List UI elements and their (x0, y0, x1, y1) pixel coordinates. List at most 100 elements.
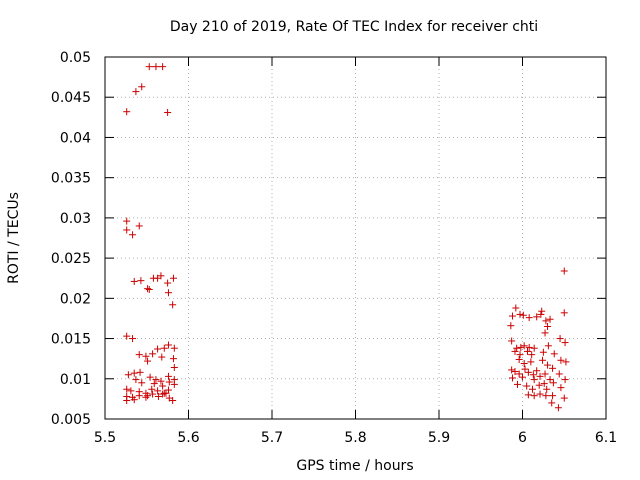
data-point (524, 391, 532, 399)
data-point (130, 396, 138, 404)
data-point (515, 355, 523, 363)
x-tick-label: 5.6 (177, 430, 199, 446)
x-tick-label: 5.7 (261, 430, 283, 446)
data-point (145, 63, 153, 71)
data-point (549, 379, 557, 387)
data-point (124, 371, 132, 379)
data-point (560, 309, 568, 317)
data-point (144, 285, 152, 293)
x-tick-label: 5.8 (344, 430, 366, 446)
data-point (164, 372, 172, 380)
data-point (138, 83, 146, 91)
data-point (135, 351, 143, 359)
data-point (521, 365, 529, 373)
data-point (512, 304, 520, 312)
data-point (560, 394, 568, 402)
x-tick-label: 5.5 (94, 430, 116, 446)
y-tick-label: 0.05 (60, 50, 91, 66)
data-point (154, 392, 162, 400)
data-point (165, 378, 173, 386)
data-point (530, 376, 538, 384)
data-point (149, 350, 157, 358)
y-tick-label: 0.005 (51, 412, 91, 428)
data-point (516, 351, 524, 359)
data-point (142, 352, 150, 360)
data-point (560, 267, 568, 275)
data-point (508, 337, 516, 345)
data-point (524, 368, 532, 376)
data-point (524, 347, 532, 355)
x-axis-label: GPS time / hours (296, 458, 413, 474)
data-point (154, 345, 162, 353)
data-point (148, 385, 156, 393)
data-point (541, 370, 549, 378)
data-point (540, 380, 548, 388)
data-point (132, 88, 140, 96)
data-point (157, 377, 165, 385)
data-point (123, 226, 131, 234)
data-points (123, 63, 570, 412)
data-point (537, 310, 545, 318)
data-point (520, 342, 528, 350)
data-point (516, 310, 524, 318)
y-tick-label: 0.03 (60, 211, 91, 227)
data-point (519, 311, 527, 319)
data-point (123, 108, 131, 116)
data-point (562, 358, 570, 366)
y-axis-label: ROTI / TECUs (6, 192, 22, 284)
data-point (144, 357, 152, 365)
data-point (538, 307, 546, 315)
data-point (513, 344, 521, 352)
x-tick-label: 6.1 (595, 430, 617, 446)
data-point (507, 322, 515, 330)
plot-frame (104, 56, 607, 420)
data-point (517, 343, 525, 351)
data-point (523, 382, 531, 390)
gridlines (105, 57, 606, 419)
data-point (548, 399, 556, 407)
chart-title: Day 210 of 2019, Rate Of TEC Index for r… (170, 19, 538, 35)
data-point (550, 350, 558, 358)
y-tick-labels: 0.005 0.01 0.015 0.02 0.025 0.03 0.035 0.04 0.04… (51, 50, 91, 428)
data-point (158, 353, 166, 361)
data-point (127, 387, 135, 395)
data-point (123, 217, 131, 225)
data-point (130, 277, 138, 285)
data-point (508, 374, 516, 382)
data-point (529, 385, 537, 393)
data-point (169, 396, 177, 404)
data-point (164, 109, 172, 117)
data-point (160, 344, 168, 352)
data-point (539, 356, 547, 364)
data-point (170, 380, 178, 388)
data-point (123, 396, 131, 404)
data-point (135, 222, 143, 230)
data-point (520, 359, 528, 367)
data-point (543, 385, 551, 393)
data-point (130, 369, 138, 377)
data-point (138, 379, 146, 387)
data-point (152, 63, 160, 71)
x-tick-label: 6 (518, 430, 527, 446)
y-tick-label: 0.015 (51, 332, 91, 348)
data-point (561, 376, 569, 384)
data-point (145, 285, 153, 293)
data-point (525, 314, 533, 322)
data-point (544, 342, 552, 350)
data-point (164, 341, 172, 349)
y-tick-label: 0.045 (51, 90, 91, 106)
data-point (137, 277, 145, 285)
data-point (164, 289, 172, 297)
data-point (535, 381, 543, 389)
data-point (515, 370, 523, 378)
data-point (162, 389, 170, 397)
data-point (546, 315, 554, 323)
data-point (159, 390, 167, 398)
y-tick-label: 0.04 (60, 130, 91, 146)
data-point (159, 382, 167, 390)
data-point (525, 343, 533, 351)
data-point (539, 348, 547, 356)
data-point (159, 63, 167, 71)
data-point (129, 335, 137, 343)
y-tick-label: 0.01 (60, 372, 91, 388)
